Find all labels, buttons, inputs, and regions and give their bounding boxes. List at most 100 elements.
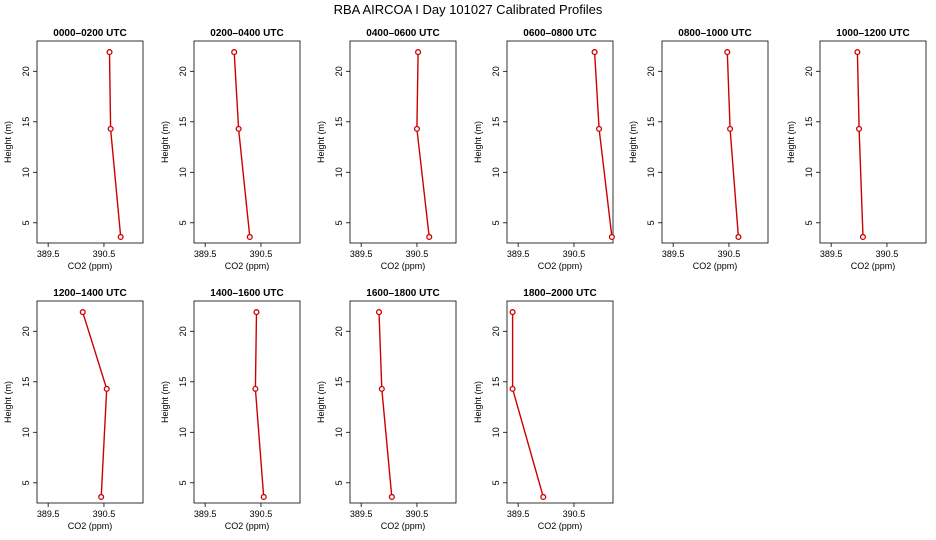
profile-line (593, 52, 613, 237)
y-tick-label: 20 (491, 326, 501, 336)
x-tick-label: 390.5 (93, 509, 116, 519)
y-tick-label: 15 (491, 377, 501, 387)
profile-panel: 0200–0400 UTC 389.5 390.5 5 10 15 20 CO2 (ppm) H… (160, 28, 301, 271)
x-axis-label: CO2 (ppm) (381, 261, 426, 271)
y-tick-label: 15 (178, 377, 188, 387)
data-point (596, 125, 603, 132)
y-tick-label: 10 (646, 167, 656, 177)
panel-title: 1400–1600 UTC (210, 288, 283, 299)
data-point (608, 233, 615, 240)
y-tick-label: 5 (334, 480, 344, 485)
x-tick-label: 389.5 (194, 249, 217, 259)
y-tick-label: 15 (491, 117, 501, 127)
data-point (540, 493, 547, 500)
profile-panel: 1800–2000 UTC 389.5 390.5 5 10 15 20 CO2 (ppm) H… (473, 288, 614, 531)
profile-line (82, 311, 108, 497)
y-tick-label: 10 (334, 427, 344, 437)
data-point (591, 49, 598, 56)
y-axis-label: Height (m) (316, 381, 326, 423)
data-point (106, 49, 113, 56)
data-point (413, 125, 420, 132)
y-axis-label: Height (m) (316, 121, 326, 163)
y-tick-label: 5 (178, 220, 188, 225)
plot-frame (506, 300, 614, 504)
y-tick-label: 20 (21, 66, 31, 76)
x-axis-label: CO2 (ppm) (851, 261, 896, 271)
y-tick-label: 5 (21, 220, 31, 225)
profile-line (378, 312, 393, 497)
y-tick-label: 10 (491, 427, 501, 437)
y-tick-label: 10 (804, 167, 814, 177)
y-tick-label: 5 (491, 480, 501, 485)
y-axis-label: Height (m) (160, 121, 170, 163)
data-point (854, 49, 861, 56)
profile-panel: 1000–1200 UTC 389.5 390.5 5 10 15 20 CO2 (ppm) H… (786, 28, 927, 271)
profile-line (416, 52, 430, 237)
profile-panel: 0800–1000 UTC 389.5 390.5 5 10 15 20 CO2 (ppm) H… (628, 28, 769, 271)
x-tick-label: 390.5 (406, 509, 429, 519)
y-axis-label: Height (m) (160, 381, 170, 423)
plot-frame (661, 40, 769, 244)
plot-frame (506, 40, 614, 244)
y-tick-label: 5 (804, 220, 814, 225)
y-tick-label: 10 (334, 167, 344, 177)
data-point (103, 385, 110, 392)
x-tick-label: 389.5 (507, 509, 530, 519)
data-point (246, 233, 253, 240)
data-point (735, 233, 742, 240)
plot-frame (819, 40, 927, 244)
profile-panel: 0600–0800 UTC 389.5 390.5 5 10 15 20 CO2 (ppm) H… (473, 28, 615, 271)
y-axis-label: Height (m) (628, 121, 638, 163)
panel-title: 1600–1800 UTC (366, 288, 439, 299)
y-tick-label: 20 (646, 66, 656, 76)
data-point (727, 125, 734, 132)
x-tick-label: 389.5 (507, 249, 530, 259)
y-tick-label: 20 (178, 66, 188, 76)
profile-line (233, 52, 251, 237)
data-point (252, 385, 259, 392)
data-point (509, 385, 516, 392)
x-tick-label: 390.5 (876, 249, 899, 259)
y-tick-label: 10 (491, 167, 501, 177)
plot-frame (349, 300, 457, 504)
y-tick-label: 15 (646, 117, 656, 127)
y-tick-label: 15 (804, 117, 814, 127)
data-point (253, 309, 260, 316)
x-axis-label: CO2 (ppm) (68, 521, 113, 531)
plot-frame (193, 300, 301, 504)
data-point (107, 125, 114, 132)
profile-panel: 1200–1400 UTC 389.5 390.5 5 10 15 20 CO2 (ppm) H… (3, 288, 144, 531)
y-tick-label: 5 (21, 480, 31, 485)
y-tick-label: 5 (334, 220, 344, 225)
x-axis-label: CO2 (ppm) (693, 261, 738, 271)
x-tick-label: 390.5 (563, 249, 586, 259)
data-point (388, 493, 395, 500)
y-tick-label: 15 (334, 377, 344, 387)
y-tick-label: 20 (178, 326, 188, 336)
y-tick-label: 5 (491, 220, 501, 225)
plot-frame (349, 40, 457, 244)
y-axis-label: Height (m) (3, 121, 13, 163)
panel-title: 0400–0600 UTC (366, 28, 439, 39)
panel-title: 1000–1200 UTC (836, 28, 909, 39)
data-point (426, 233, 433, 240)
panel-title: 0800–1000 UTC (678, 28, 751, 39)
panel-title: 0000–0200 UTC (53, 28, 126, 39)
x-axis-label: CO2 (ppm) (225, 521, 270, 531)
y-tick-label: 5 (178, 480, 188, 485)
y-tick-label: 20 (804, 66, 814, 76)
x-tick-label: 389.5 (820, 249, 843, 259)
profile-line (108, 52, 122, 237)
x-axis-label: CO2 (ppm) (381, 521, 426, 531)
x-tick-label: 389.5 (37, 249, 60, 259)
x-tick-label: 389.5 (350, 509, 373, 519)
data-point (98, 493, 105, 500)
x-tick-label: 390.5 (93, 249, 116, 259)
data-point (117, 233, 124, 240)
x-axis-label: CO2 (ppm) (225, 261, 270, 271)
x-tick-label: 389.5 (350, 249, 373, 259)
y-tick-label: 15 (178, 117, 188, 127)
plot-frame (36, 40, 144, 244)
y-axis-label: Height (m) (786, 121, 796, 163)
